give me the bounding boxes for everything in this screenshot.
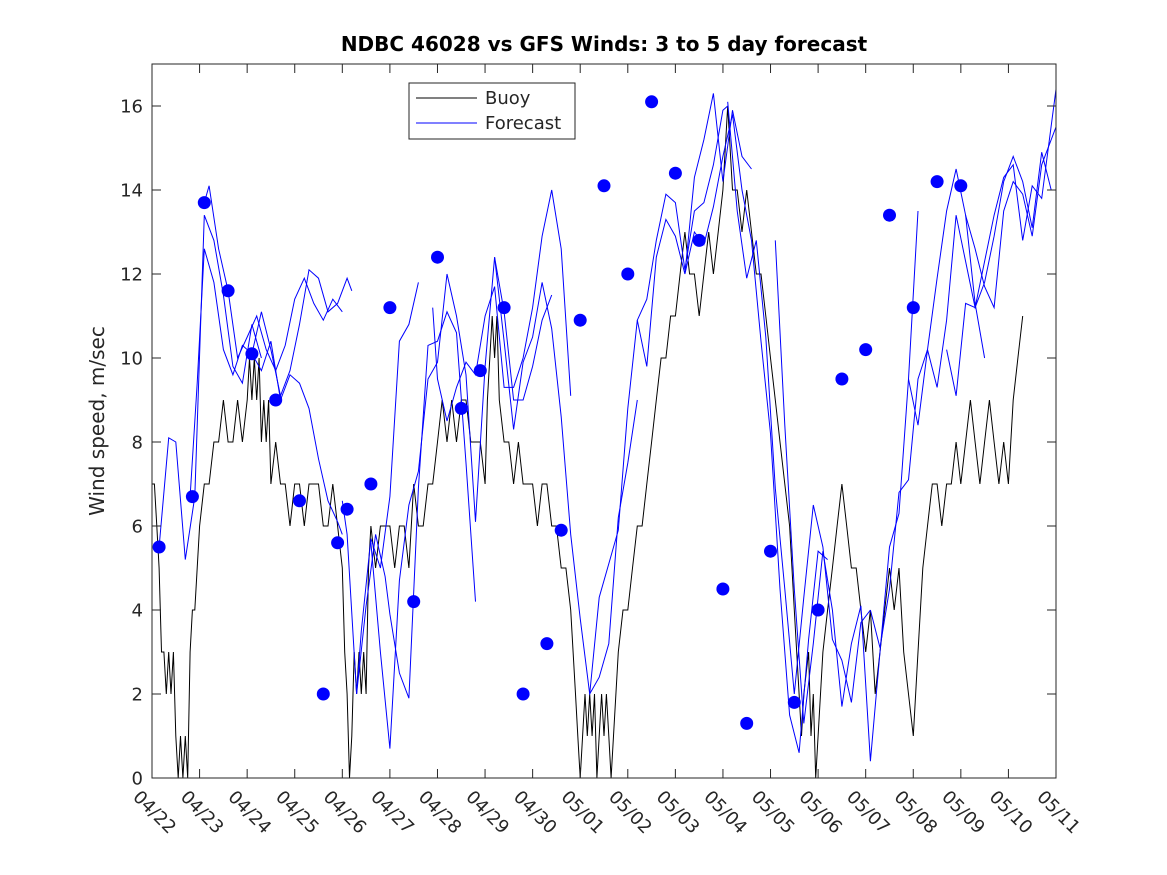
- chart-title: NDBC 46028 vs GFS Winds: 3 to 5 day fore…: [341, 32, 868, 56]
- forecast-marker-17: [497, 301, 511, 315]
- legend-box: [408, 82, 576, 140]
- legend-label-buoy: Buoy: [485, 88, 531, 109]
- forecast-marker-10: [340, 502, 354, 516]
- forecast-marker-24: [645, 95, 659, 109]
- forecast-marker-31: [811, 603, 825, 617]
- forecast-line-4: [251, 268, 353, 398]
- forecast-marker-32: [835, 372, 849, 386]
- forecast-marker-16: [473, 364, 487, 378]
- y-tick-label-14: 14: [120, 181, 143, 202]
- y-tick-label-0: 0: [132, 769, 143, 790]
- forecast-line-16: [908, 152, 1052, 426]
- forecast-line-2: [189, 248, 343, 535]
- legend: Buoy Forecast: [408, 82, 576, 140]
- forecast-marker-25: [668, 166, 682, 180]
- forecast-marker-7: [293, 494, 306, 508]
- forecast-marker-20: [554, 523, 568, 537]
- forecast-marker-28: [740, 716, 754, 730]
- forecast-marker-8: [316, 687, 330, 701]
- forecast-line-17: [946, 89, 1057, 396]
- y-tick-label-12: 12: [120, 265, 143, 286]
- buoy-series-group: [152, 105, 1024, 779]
- forecast-marker-3: [197, 196, 211, 210]
- forecast-marker-6: [269, 393, 283, 407]
- forecast-marker-29: [764, 544, 777, 558]
- forecast-marker-22: [597, 179, 611, 193]
- forecast-marker-19: [540, 637, 554, 651]
- y-tick-label-10: 10: [120, 349, 143, 370]
- forecast-marker-9: [331, 536, 345, 550]
- forecast-marker-27: [716, 582, 730, 596]
- forecast-line-9: [494, 257, 638, 696]
- forecast-line-5: [341, 282, 419, 695]
- forecast-line-14: [774, 210, 919, 762]
- plot-frame: [151, 63, 1057, 779]
- forecast-line-1: [158, 215, 262, 560]
- forecast-line-8: [432, 189, 572, 422]
- y-tick-label-6: 6: [132, 517, 143, 538]
- forecast-line-7: [370, 257, 553, 749]
- forecast-marker-35: [906, 301, 920, 315]
- y-axis-label: Wind speed, m/sec: [85, 326, 109, 516]
- forecast-marker-4: [221, 284, 235, 298]
- forecast-marker-5: [245, 347, 259, 361]
- forecast-marker-33: [859, 343, 873, 357]
- forecast-marker-15: [454, 401, 468, 415]
- forecast-marker-12: [383, 301, 397, 315]
- forecast-marker-1: [152, 540, 166, 554]
- forecast-line-13: [727, 101, 871, 703]
- forecast-marker-14: [431, 250, 444, 264]
- forecast-marker-37: [954, 179, 968, 193]
- forecast-line-18: [965, 126, 1057, 310]
- forecast-markers-group: [152, 95, 968, 730]
- y-tick-label-8: 8: [132, 433, 143, 454]
- forecast-series-group: [158, 89, 1057, 762]
- buoy-series-line: [152, 105, 1024, 779]
- forecast-marker-13: [407, 595, 421, 609]
- y-tick-label-4: 4: [132, 601, 143, 622]
- forecast-line-3: [203, 185, 343, 372]
- legend-label-forecast: Forecast: [485, 113, 561, 134]
- forecast-line-11: [636, 93, 752, 367]
- forecast-marker-21: [573, 313, 587, 327]
- y-tick-label-16: 16: [120, 97, 143, 118]
- forecast-marker-36: [930, 175, 944, 189]
- forecast-line-6: [356, 310, 476, 699]
- forecast-marker-34: [883, 208, 896, 222]
- forecast-marker-18: [516, 687, 530, 701]
- forecast-line-10: [589, 105, 729, 695]
- forecast-marker-2: [185, 490, 199, 504]
- forecast-marker-30: [787, 695, 801, 709]
- forecast-marker-11: [364, 477, 378, 491]
- forecast-line-12: [684, 114, 828, 753]
- forecast-marker-23: [621, 267, 635, 281]
- plot-area: [152, 64, 1056, 778]
- forecast-marker-26: [692, 233, 706, 247]
- y-tick-label-2: 2: [132, 685, 143, 706]
